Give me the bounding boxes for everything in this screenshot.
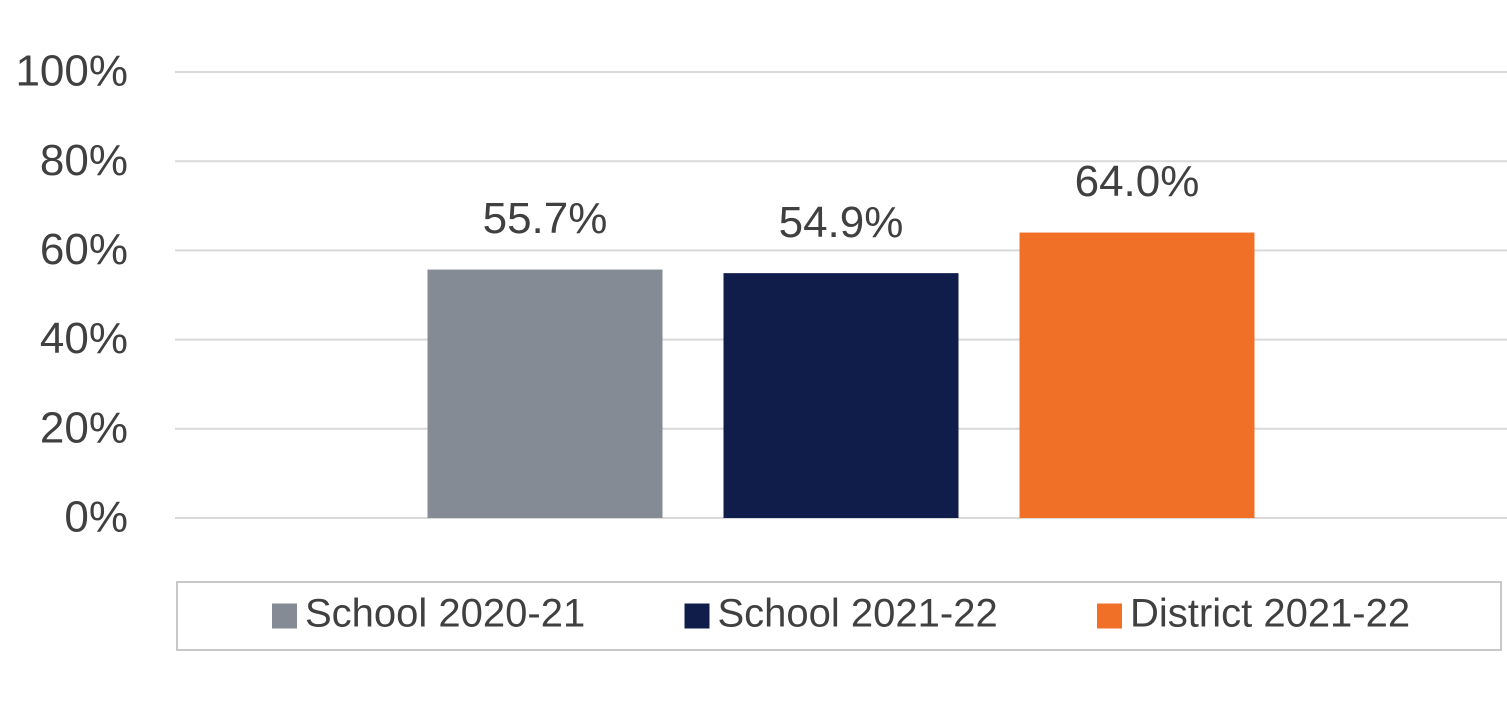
legend-label: School 2020-21 bbox=[305, 592, 585, 636]
value-label: 64.0% bbox=[1075, 157, 1200, 206]
legend-label: District 2021-22 bbox=[1130, 592, 1410, 636]
legend-swatch bbox=[684, 603, 710, 629]
value-label: 55.7% bbox=[483, 194, 608, 243]
legend-box bbox=[176, 581, 1502, 651]
y-tick-label: 40% bbox=[40, 314, 128, 363]
bar bbox=[1019, 232, 1255, 518]
y-tick-label: 0% bbox=[64, 493, 128, 542]
bar bbox=[427, 269, 663, 518]
y-tick-label: 20% bbox=[40, 403, 128, 452]
legend-swatch bbox=[1097, 603, 1122, 629]
y-tick-label: 100% bbox=[15, 47, 128, 96]
y-tick-label: 60% bbox=[40, 225, 128, 274]
legend-swatch bbox=[272, 603, 297, 629]
bar bbox=[723, 273, 959, 518]
value-label: 54.9% bbox=[779, 198, 904, 247]
y-tick-label: 80% bbox=[40, 136, 128, 185]
legend-label: School 2021-22 bbox=[718, 592, 998, 636]
